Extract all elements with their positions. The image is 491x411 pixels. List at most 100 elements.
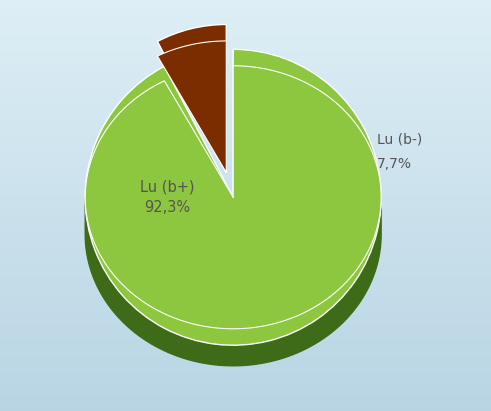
Bar — [0, 144, 491, 146]
Bar — [0, 372, 491, 374]
Bar — [0, 164, 491, 166]
Bar — [0, 397, 491, 399]
Bar — [0, 224, 491, 226]
Bar — [0, 191, 491, 193]
Bar — [0, 409, 491, 411]
Bar — [0, 362, 491, 364]
Bar — [0, 300, 491, 302]
Bar — [0, 395, 491, 397]
Bar — [0, 92, 491, 95]
Bar — [0, 101, 491, 103]
Bar — [0, 47, 491, 49]
Bar — [0, 90, 491, 92]
Bar — [0, 2, 491, 4]
Bar — [0, 185, 491, 187]
Bar — [0, 117, 491, 119]
Polygon shape — [85, 66, 381, 329]
Bar — [0, 181, 491, 183]
Bar — [0, 294, 491, 296]
Bar — [0, 353, 491, 356]
Bar — [0, 261, 491, 263]
Bar — [0, 60, 491, 62]
Bar — [0, 39, 491, 41]
Bar — [0, 201, 491, 203]
Bar — [0, 366, 491, 368]
Bar — [0, 115, 491, 117]
Bar — [0, 325, 491, 327]
Bar — [0, 35, 491, 37]
Bar — [0, 216, 491, 218]
Bar — [0, 166, 491, 169]
Bar — [0, 247, 491, 249]
Bar — [0, 156, 491, 158]
Bar — [0, 31, 491, 33]
Bar — [0, 230, 491, 232]
Text: Lu (b+)
92,3%: Lu (b+) 92,3% — [140, 179, 194, 215]
Bar — [0, 323, 491, 325]
Bar — [0, 364, 491, 366]
Bar — [0, 249, 491, 251]
Bar — [0, 123, 491, 125]
Bar — [0, 16, 491, 18]
Bar — [0, 356, 491, 358]
Bar — [0, 27, 491, 29]
Bar — [0, 360, 491, 362]
Bar — [0, 259, 491, 261]
Bar — [0, 74, 491, 76]
Text: Lu (b-): Lu (b-) — [377, 133, 422, 147]
Bar — [0, 0, 491, 2]
Bar — [0, 288, 491, 290]
Bar — [0, 337, 491, 339]
Bar — [0, 99, 491, 101]
Bar — [0, 25, 491, 27]
Bar — [0, 88, 491, 90]
Bar — [0, 343, 491, 345]
Bar — [0, 148, 491, 150]
Bar — [0, 70, 491, 72]
Bar — [0, 378, 491, 380]
Bar — [0, 214, 491, 216]
Bar — [0, 222, 491, 224]
Bar — [0, 405, 491, 407]
Bar — [0, 286, 491, 288]
Bar — [0, 175, 491, 177]
Bar — [0, 23, 491, 25]
Bar — [0, 150, 491, 152]
Bar — [0, 134, 491, 136]
Bar — [0, 103, 491, 105]
Bar — [0, 183, 491, 185]
Bar — [0, 86, 491, 88]
Bar — [0, 173, 491, 175]
Bar — [0, 277, 491, 279]
Bar — [0, 218, 491, 220]
Bar — [0, 97, 491, 99]
Bar — [0, 41, 491, 43]
Bar — [0, 206, 491, 208]
Bar — [0, 18, 491, 21]
Bar — [0, 210, 491, 212]
Bar — [0, 10, 491, 12]
Bar — [0, 407, 491, 409]
Bar — [0, 265, 491, 267]
Bar — [0, 82, 491, 84]
Bar — [0, 140, 491, 142]
Bar — [0, 401, 491, 403]
Bar — [0, 66, 491, 68]
Bar — [0, 197, 491, 199]
Bar — [0, 4, 491, 6]
Bar — [0, 376, 491, 378]
Polygon shape — [158, 41, 226, 173]
Bar — [0, 129, 491, 132]
Bar — [0, 119, 491, 121]
Bar — [0, 154, 491, 156]
Bar — [0, 329, 491, 331]
Bar — [0, 45, 491, 47]
Polygon shape — [85, 192, 381, 366]
Bar — [0, 146, 491, 148]
Bar — [0, 358, 491, 360]
Bar — [0, 208, 491, 210]
Bar — [0, 220, 491, 222]
Bar — [0, 212, 491, 214]
Bar — [0, 393, 491, 395]
Bar — [0, 109, 491, 111]
